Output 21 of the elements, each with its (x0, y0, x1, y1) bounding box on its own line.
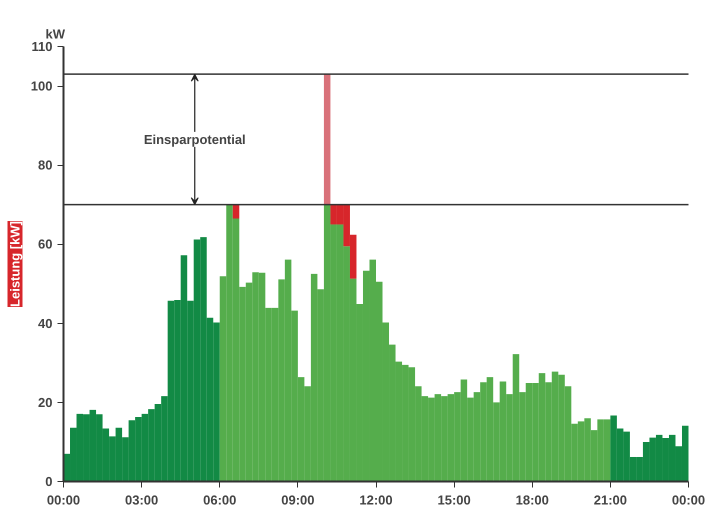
y-tick-label: 80 (38, 158, 53, 173)
x-tick-label: 00:00 (46, 492, 80, 508)
y-tick-label: 20 (38, 394, 53, 410)
y-tick-label: 60 (38, 236, 53, 252)
bar (324, 74, 330, 205)
annotation: Einsparpotential (144, 132, 246, 147)
y-tick-label: 100 (30, 78, 53, 94)
x-tick-label: 15:00 (438, 492, 471, 508)
x-tick-label: 00:00 (672, 492, 706, 508)
x-tick-label: 06:00 (203, 492, 236, 508)
y-tick-label: 0 (45, 474, 53, 489)
y-tick-label: 40 (38, 316, 53, 331)
bar (232, 204, 240, 219)
x-tick-label: 12:00 (359, 492, 393, 508)
x-tick-label: 21:00 (594, 492, 627, 508)
x-tick-label: 18:00 (516, 492, 549, 508)
y-axis-title: Leistung [kW] (8, 221, 22, 307)
x-tick-label: 03:00 (125, 492, 158, 508)
y-tick-label: 110 (32, 39, 53, 54)
text: kW (46, 26, 66, 42)
x-tick-label: 09:00 (281, 492, 314, 508)
